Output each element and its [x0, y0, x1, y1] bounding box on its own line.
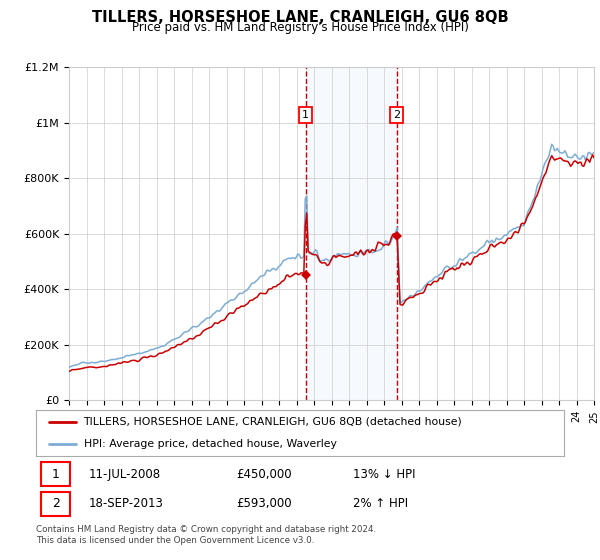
Text: Price paid vs. HM Land Registry's House Price Index (HPI): Price paid vs. HM Land Registry's House …: [131, 21, 469, 34]
Text: TILLERS, HORSESHOE LANE, CRANLEIGH, GU6 8QB (detached house): TILLERS, HORSESHOE LANE, CRANLEIGH, GU6 …: [83, 417, 462, 427]
FancyBboxPatch shape: [41, 463, 70, 486]
Bar: [306, 67, 397, 400]
Text: 11-JUL-2008: 11-JUL-2008: [89, 468, 161, 480]
Text: 2: 2: [393, 110, 400, 120]
Text: 2: 2: [52, 497, 60, 510]
Text: 13% ↓ HPI: 13% ↓ HPI: [353, 468, 415, 480]
Text: Contains HM Land Registry data © Crown copyright and database right 2024.
This d: Contains HM Land Registry data © Crown c…: [36, 525, 376, 545]
Text: £593,000: £593,000: [236, 497, 292, 510]
Text: 1: 1: [52, 468, 60, 480]
Text: TILLERS, HORSESHOE LANE, CRANLEIGH, GU6 8QB: TILLERS, HORSESHOE LANE, CRANLEIGH, GU6 …: [92, 10, 508, 25]
Text: 2% ↑ HPI: 2% ↑ HPI: [353, 497, 408, 510]
Text: £450,000: £450,000: [236, 468, 292, 480]
Text: HPI: Average price, detached house, Waverley: HPI: Average price, detached house, Wave…: [83, 438, 337, 449]
FancyBboxPatch shape: [41, 492, 70, 516]
Text: 18-SEP-2013: 18-SEP-2013: [89, 497, 164, 510]
Text: 1: 1: [302, 110, 309, 120]
